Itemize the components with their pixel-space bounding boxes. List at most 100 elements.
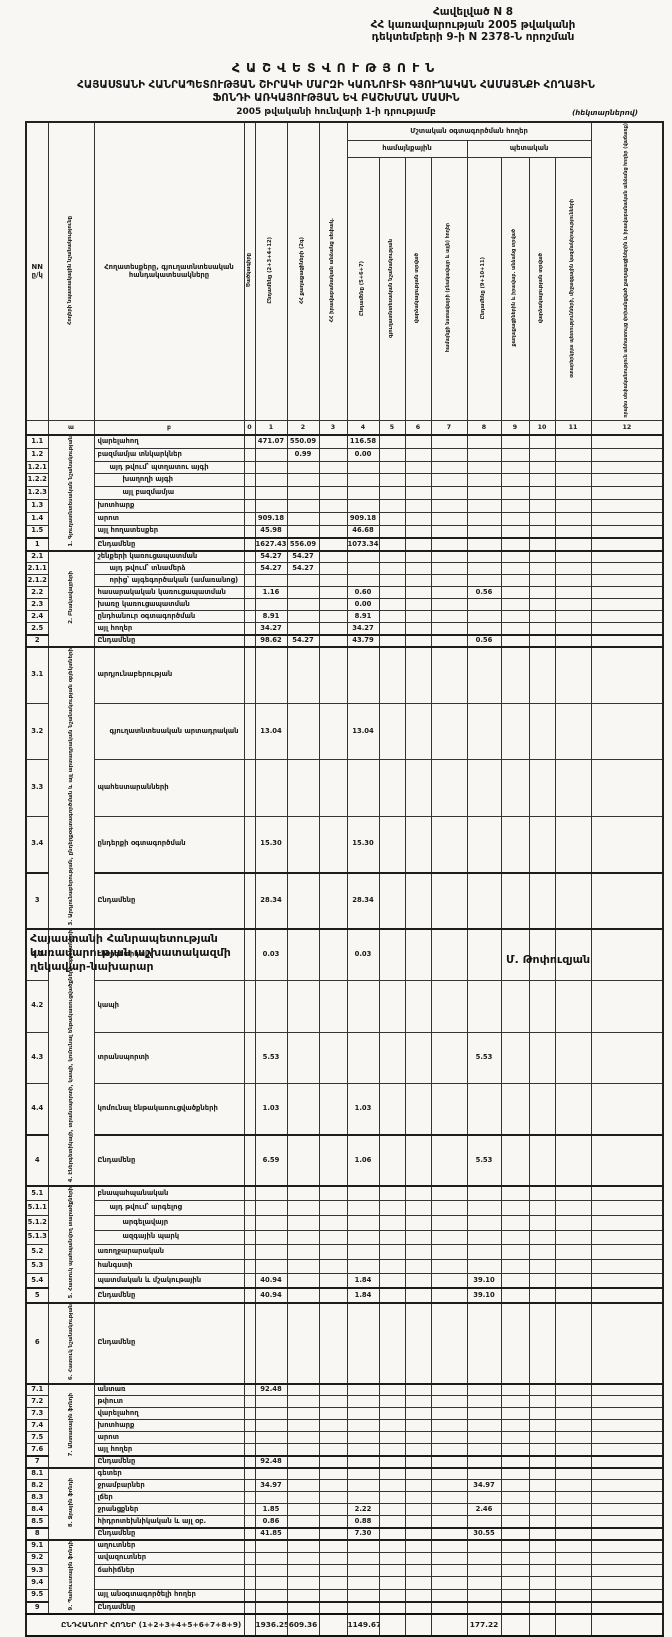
value-cell-col12 [590,524,664,539]
total-row: 7 Ընդամենը 92.48 [25,1454,664,1469]
value-cell-col6 [404,1503,432,1517]
value-cell-col12 [590,1551,664,1565]
value-cell-col2 [286,1301,320,1385]
value-cell-col1: 92.48 [254,1454,288,1469]
value-cell-col10 [528,1588,556,1603]
value-cell-col0 [243,610,256,624]
value-cell-col0 [243,1382,256,1397]
value-cell-col2 [286,1031,320,1085]
value-cell-col11 [554,1215,592,1231]
value-cell-col7 [430,815,468,874]
value-cell-col5 [378,598,406,612]
value-cell-col10 [528,1082,556,1136]
value-cell-col2 [286,1600,320,1615]
value-cell-col10 [528,434,556,449]
col-number-3: 0 [243,420,256,436]
value-cell-col5 [378,610,406,624]
table-row: 8.2 ջրամբարներ 34.97 34.97 [25,1479,664,1493]
value-cell-col6 [404,562,432,576]
value-cell-col11 [554,1526,592,1541]
value-cell-col8 [466,1551,502,1565]
value-cell-col11 [554,815,592,874]
value-cell-col9 [500,1600,530,1615]
value-cell-col6 [404,537,432,552]
value-cell-col10 [528,1215,556,1231]
table-row: 3.3 պահեստարանների [25,759,664,817]
value-cell-col3 [318,928,348,982]
value-cell-col2 [286,1407,320,1421]
value-cell-col8 [466,473,502,488]
value-cell-col1 [254,574,288,588]
col-header-2: ՀՀ քաղաքացիների (2գ) [286,121,320,422]
value-cell-col3 [318,871,348,930]
value-cell-col10 [528,511,556,526]
value-cell-col10 [528,586,556,600]
value-cell-col5 [378,815,406,874]
value-cell-col4 [346,1588,380,1603]
value-cell-col12 [590,549,664,564]
value-cell-col6 [404,1551,432,1565]
value-cell-col5 [378,1287,406,1304]
section-label: 7. Անտառային ֆոնդի [47,1382,95,1469]
value-cell-col0 [243,1082,256,1136]
row-label: վարելահող [93,1407,245,1421]
col-number-10: 7 [430,420,468,436]
value-cell-col8: 30.55 [466,1526,502,1541]
row-label: առողջարարական [93,1244,245,1260]
value-cell-col1 [254,1229,288,1246]
value-cell-col2 [286,1503,320,1517]
value-cell-col6 [404,1395,432,1409]
row-label: խառը կառուցապատման [93,598,245,612]
value-cell-col6 [404,486,432,501]
row-code: 3.1 [25,645,49,704]
value-cell-col0 [243,1200,256,1216]
value-cell-col12 [590,537,664,552]
value-cell-col1: 1.85 [254,1503,288,1517]
value-cell-col9 [500,1301,530,1385]
value-cell-col3 [318,1503,348,1517]
value-cell-col3 [318,1407,348,1421]
value-cell-col12 [590,815,664,874]
value-cell-col6 [404,511,432,526]
value-cell-col3 [318,1200,348,1216]
value-cell-col7 [430,980,468,1033]
row-code: 4.2 [25,980,49,1033]
value-cell-col1: 5.53 [254,1031,288,1085]
value-cell-col4: 28.34 [346,871,380,930]
value-cell-col9 [500,1031,530,1085]
value-cell-col0 [243,1491,256,1505]
row-label: խոտհարք [93,499,245,513]
value-cell-col1 [254,1563,288,1578]
value-cell-col0 [243,1466,256,1481]
row-code: 2.1.1 [25,562,49,576]
value-cell-col3 [318,1479,348,1493]
value-cell-col6 [404,1407,432,1421]
value-cell-col4: 15.30 [346,815,380,874]
table-row: 5.1.2 արգելավայր [25,1215,664,1231]
value-cell-col12 [590,1258,664,1275]
value-cell-col1: 1627.43 [254,537,288,552]
value-cell-col2 [286,486,320,501]
value-cell-col3 [318,511,348,526]
section-label: 9. Պահուստային ֆոնդի [47,1538,95,1615]
row-code: 1.2.3 [25,486,49,501]
value-cell-col9 [500,702,530,761]
value-cell-col7 [430,1538,468,1553]
value-cell-col0 [243,1613,256,1637]
section-label: 5. Հատուկ պահպանվող տարածքների [47,1185,95,1304]
value-cell-col9 [500,1454,530,1469]
value-cell-col2 [286,499,320,513]
value-cell-col2 [286,610,320,624]
row-label: հիդրոտեխնիկական և այլ օբ. [93,1515,245,1529]
value-cell-col11 [554,598,592,612]
value-cell-col10 [528,574,556,588]
value-cell-col11 [554,499,592,513]
value-cell-col9 [500,1443,530,1457]
row-label: Ընդամենը [93,871,245,930]
total-row: 5 Ընդամենը 40.94 1.84 39.10 [25,1287,664,1304]
value-cell-col6 [404,598,432,612]
value-cell-col10 [528,1479,556,1493]
value-cell-col0 [243,574,256,588]
value-cell-col2 [286,645,320,704]
value-cell-col7 [430,759,468,817]
